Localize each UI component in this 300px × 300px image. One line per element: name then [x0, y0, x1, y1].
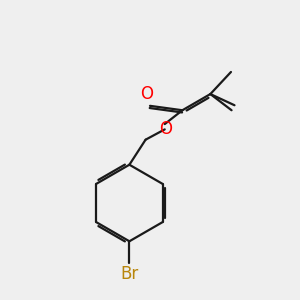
- Text: O: O: [140, 85, 153, 103]
- Text: Br: Br: [120, 265, 139, 283]
- Text: O: O: [159, 120, 172, 138]
